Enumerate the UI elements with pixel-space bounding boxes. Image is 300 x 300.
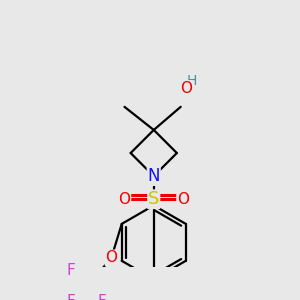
Text: H: H — [187, 74, 197, 88]
Text: F: F — [66, 294, 75, 300]
Text: O: O — [105, 250, 117, 265]
Text: O: O — [118, 192, 130, 207]
Text: F: F — [66, 263, 75, 278]
Text: S: S — [148, 190, 159, 208]
Text: F: F — [97, 294, 106, 300]
Text: N: N — [148, 167, 160, 185]
Text: O: O — [180, 81, 192, 96]
Text: O: O — [177, 192, 189, 207]
